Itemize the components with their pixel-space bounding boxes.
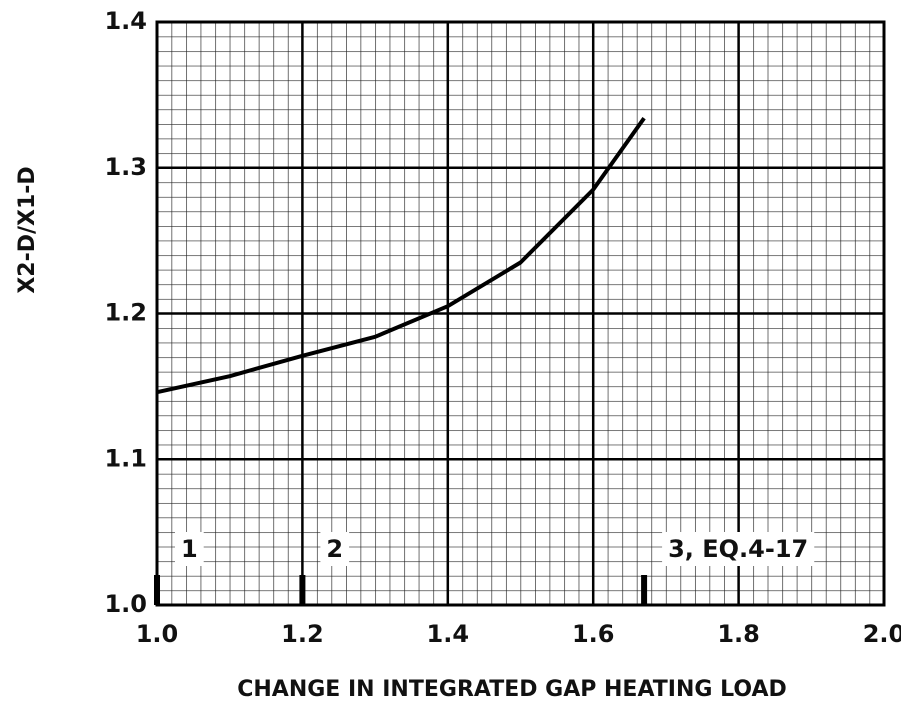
x-tick-label: 1.6 xyxy=(572,620,615,648)
y-tick-label: 1.1 xyxy=(104,444,147,472)
x-tick-label: 1.4 xyxy=(427,620,470,648)
x-tick-label: 2.0 xyxy=(863,620,901,648)
annotation-marker xyxy=(154,575,160,605)
annotation: 2 xyxy=(326,535,343,563)
annotation: 1 xyxy=(181,535,198,563)
annotation-background xyxy=(320,532,350,566)
line xyxy=(156,117,646,395)
annotation-marker xyxy=(641,575,648,605)
annotation-background xyxy=(175,532,204,566)
y-tick-label: 1.2 xyxy=(104,299,147,327)
y-axis-label: X2-D/X1-D xyxy=(15,166,40,293)
y-tick-label: 1.0 xyxy=(104,590,147,618)
x-tick-label: 1.0 xyxy=(136,620,179,648)
x-tick-label: 1.8 xyxy=(717,620,760,648)
annotation-marker xyxy=(299,575,306,605)
x-axis-label: CHANGE IN INTEGRATED GAP HEATING LOAD xyxy=(237,677,786,702)
annotation-background xyxy=(662,532,815,566)
y-tick-label: 1.3 xyxy=(104,153,147,181)
annotation: 3, EQ.4-17 xyxy=(668,535,808,563)
y-tick-label: 1.4 xyxy=(104,7,147,35)
x-tick-label: 1.2 xyxy=(281,620,324,648)
